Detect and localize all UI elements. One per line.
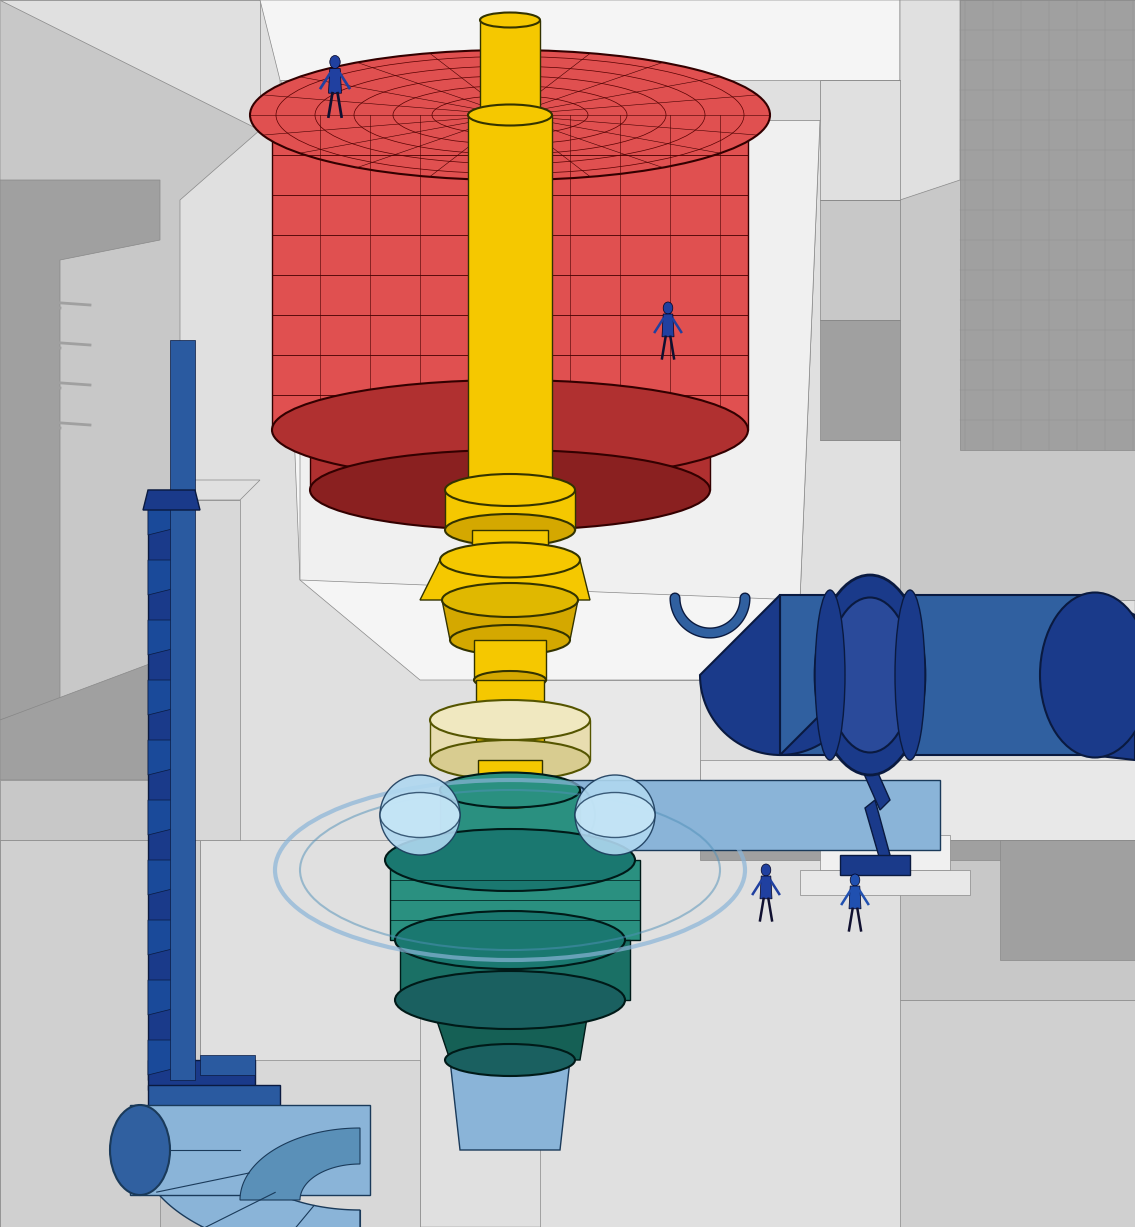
Polygon shape bbox=[800, 870, 970, 894]
Ellipse shape bbox=[110, 1106, 170, 1195]
Polygon shape bbox=[700, 760, 1135, 840]
Ellipse shape bbox=[526, 780, 595, 850]
Polygon shape bbox=[390, 860, 640, 940]
Polygon shape bbox=[272, 115, 748, 429]
Polygon shape bbox=[900, 0, 1135, 600]
Polygon shape bbox=[148, 860, 188, 894]
Ellipse shape bbox=[815, 590, 844, 760]
Ellipse shape bbox=[440, 542, 580, 578]
Polygon shape bbox=[200, 1055, 255, 1075]
Polygon shape bbox=[849, 886, 861, 909]
Polygon shape bbox=[560, 780, 940, 850]
Polygon shape bbox=[280, 80, 819, 120]
Polygon shape bbox=[131, 1106, 370, 1195]
Polygon shape bbox=[0, 0, 260, 720]
Polygon shape bbox=[160, 480, 260, 499]
Polygon shape bbox=[0, 0, 260, 130]
Polygon shape bbox=[819, 320, 900, 440]
Polygon shape bbox=[474, 640, 546, 680]
Ellipse shape bbox=[272, 380, 748, 480]
Ellipse shape bbox=[250, 50, 770, 180]
Polygon shape bbox=[430, 1000, 590, 1060]
Ellipse shape bbox=[395, 971, 625, 1029]
Polygon shape bbox=[328, 69, 342, 93]
Polygon shape bbox=[478, 760, 543, 800]
Ellipse shape bbox=[468, 104, 552, 125]
Polygon shape bbox=[780, 595, 1090, 755]
Polygon shape bbox=[143, 490, 200, 510]
Polygon shape bbox=[840, 855, 910, 875]
Polygon shape bbox=[540, 680, 700, 780]
Polygon shape bbox=[960, 0, 1135, 450]
Polygon shape bbox=[148, 490, 188, 1080]
Polygon shape bbox=[468, 115, 552, 499]
Polygon shape bbox=[900, 840, 1135, 1000]
Polygon shape bbox=[1090, 595, 1135, 760]
Polygon shape bbox=[440, 790, 580, 860]
Polygon shape bbox=[940, 620, 1135, 730]
Ellipse shape bbox=[442, 583, 578, 617]
Polygon shape bbox=[200, 840, 420, 1227]
Polygon shape bbox=[148, 620, 188, 655]
Ellipse shape bbox=[430, 740, 590, 780]
Polygon shape bbox=[819, 836, 950, 870]
Polygon shape bbox=[476, 680, 544, 750]
Polygon shape bbox=[148, 499, 188, 535]
Polygon shape bbox=[148, 740, 188, 775]
Polygon shape bbox=[148, 560, 188, 595]
Ellipse shape bbox=[1040, 593, 1135, 757]
Polygon shape bbox=[449, 1060, 570, 1150]
Polygon shape bbox=[148, 680, 188, 715]
Polygon shape bbox=[865, 800, 890, 860]
Polygon shape bbox=[148, 1085, 280, 1110]
Polygon shape bbox=[310, 429, 711, 490]
Polygon shape bbox=[430, 720, 590, 760]
Polygon shape bbox=[819, 80, 900, 200]
Polygon shape bbox=[400, 940, 630, 1000]
Ellipse shape bbox=[380, 793, 460, 838]
Polygon shape bbox=[0, 180, 160, 720]
Ellipse shape bbox=[575, 775, 655, 855]
Polygon shape bbox=[540, 680, 1135, 1227]
Polygon shape bbox=[700, 840, 1135, 860]
Ellipse shape bbox=[850, 874, 860, 886]
Ellipse shape bbox=[380, 775, 460, 855]
Ellipse shape bbox=[480, 12, 540, 27]
Polygon shape bbox=[1000, 840, 1135, 960]
Polygon shape bbox=[260, 0, 900, 680]
Polygon shape bbox=[0, 840, 200, 1227]
Polygon shape bbox=[480, 20, 540, 115]
Polygon shape bbox=[860, 755, 890, 810]
Polygon shape bbox=[148, 1060, 255, 1090]
Polygon shape bbox=[140, 1150, 360, 1227]
Polygon shape bbox=[0, 840, 200, 1227]
Ellipse shape bbox=[310, 450, 711, 530]
Ellipse shape bbox=[663, 302, 673, 314]
Ellipse shape bbox=[430, 699, 590, 740]
Polygon shape bbox=[900, 0, 960, 200]
Polygon shape bbox=[0, 660, 160, 780]
Polygon shape bbox=[662, 314, 674, 336]
Polygon shape bbox=[148, 980, 188, 1015]
Polygon shape bbox=[0, 780, 160, 840]
Polygon shape bbox=[819, 200, 900, 320]
Ellipse shape bbox=[575, 793, 655, 838]
Ellipse shape bbox=[478, 791, 543, 809]
Polygon shape bbox=[760, 876, 772, 899]
Polygon shape bbox=[442, 600, 578, 640]
Polygon shape bbox=[170, 340, 195, 1080]
Polygon shape bbox=[445, 490, 575, 530]
Ellipse shape bbox=[330, 55, 340, 69]
Ellipse shape bbox=[762, 864, 771, 876]
Polygon shape bbox=[200, 1060, 420, 1227]
Polygon shape bbox=[300, 120, 819, 600]
Ellipse shape bbox=[896, 590, 925, 760]
Ellipse shape bbox=[445, 514, 575, 546]
Polygon shape bbox=[900, 1000, 1135, 1227]
Ellipse shape bbox=[385, 829, 634, 891]
Ellipse shape bbox=[815, 575, 925, 775]
Ellipse shape bbox=[395, 910, 625, 969]
Polygon shape bbox=[148, 800, 188, 836]
Ellipse shape bbox=[474, 671, 546, 690]
